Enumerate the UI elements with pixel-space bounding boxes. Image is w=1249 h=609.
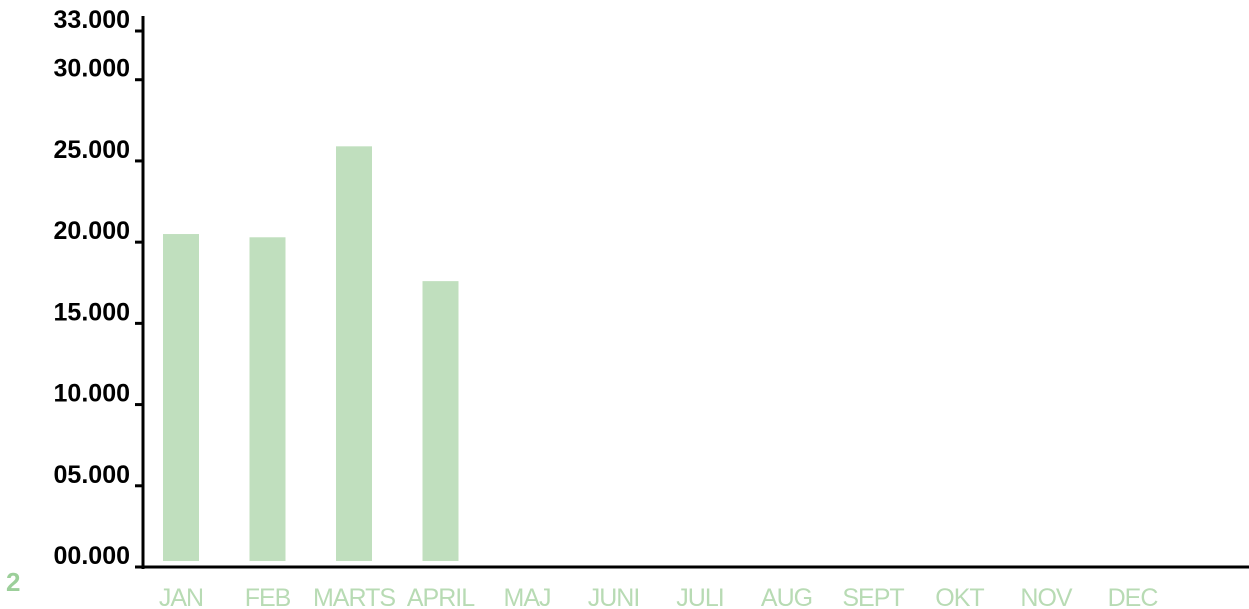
bar-april [422,281,459,561]
bar-feb [249,237,286,561]
y-tick-label: 05.000 [54,461,130,489]
x-tick-label-dec: DEC [1108,584,1159,609]
x-tick-label-okt: OKT [935,584,984,609]
bar-marts [336,146,372,561]
x-tick-label-juni: JUNI [588,584,640,609]
x-tick-label-maj: MAJ [504,584,551,609]
y-tick-label: 00.000 [54,542,130,570]
y-tick-label: 10.000 [54,380,130,408]
y-tick-label: 33.000 [54,6,130,34]
y-tick-label: 25.000 [54,136,130,164]
x-tick-label-sept: SEPT [842,584,904,609]
y-tick-label: 20.000 [54,217,130,245]
x-tick-label-april: APRIL [407,584,475,609]
y-axis: 00.000 05.000 10.000 15.000 20.000 25.000 30.0… [54,6,145,570]
y-tick-label: 15.000 [54,298,130,326]
y-tick-label: 30.000 [54,55,130,83]
x-tick-label-feb: FEB [245,584,291,609]
x-axis: JAN FEB MARTS APRIL MAJ JUNI JULI AUG SEPT OKT NOV… [142,565,1249,609]
x-tick-label-jan: JAN [159,584,203,609]
bars [163,146,459,561]
x-tick-label-nov: NOV [1020,584,1073,609]
x-tick-label-aug: AUG [761,584,812,609]
x-tick-label-marts: MARTS [313,584,395,609]
bar-jan [163,234,199,561]
x-tick-label-juli: JULI [676,584,723,609]
corner-label: 2 [6,567,20,597]
